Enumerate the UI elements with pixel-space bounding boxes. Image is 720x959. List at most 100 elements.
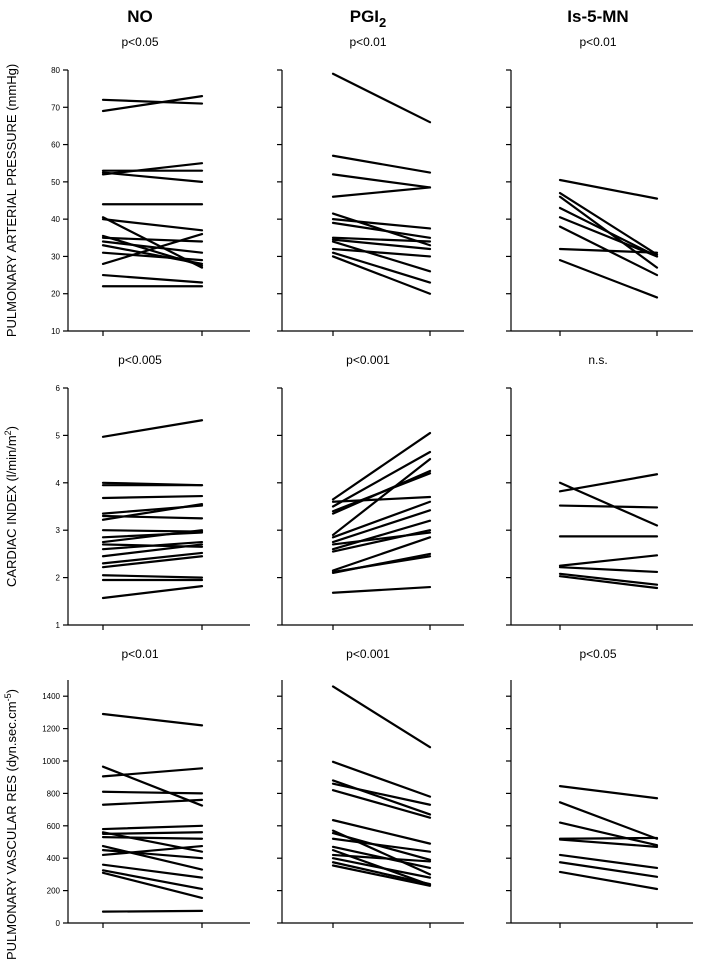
subject-line xyxy=(331,831,432,861)
subject-line xyxy=(331,72,432,124)
subject-line xyxy=(331,238,432,251)
row-label: PULMONARY ARTERIAL PRESSURE (mmHg) xyxy=(4,64,19,337)
y-tick-label: 600 xyxy=(47,822,61,831)
subject-line xyxy=(331,864,432,887)
subject-line xyxy=(331,837,432,853)
subject-line xyxy=(558,481,659,527)
subject-line xyxy=(101,831,204,836)
subject-line xyxy=(331,782,432,806)
subject-line xyxy=(101,574,204,579)
y-tick-label: 40 xyxy=(51,215,60,224)
subject-line xyxy=(331,760,432,798)
subject-line xyxy=(101,585,204,600)
subject-line xyxy=(558,566,659,574)
subject-line xyxy=(331,857,432,879)
y-tick-label: 2 xyxy=(56,574,61,583)
subject-line xyxy=(558,259,659,299)
subject-line xyxy=(331,536,432,572)
subject-line xyxy=(101,712,204,727)
subject-line xyxy=(101,824,204,831)
subject-line xyxy=(331,247,432,258)
subject-line xyxy=(558,554,659,567)
subject-line xyxy=(101,529,204,544)
subject-line xyxy=(331,240,432,273)
subject-line xyxy=(101,869,204,891)
subject-line xyxy=(558,572,659,586)
p-value-label: p<0.01 xyxy=(349,35,386,49)
y-tick-label: 1000 xyxy=(42,757,60,766)
subject-line xyxy=(331,500,432,539)
subject-line xyxy=(101,555,204,569)
subject-line xyxy=(101,790,204,795)
panel-1-2: n.s. xyxy=(506,353,693,630)
subject-line xyxy=(101,531,204,539)
y-tick-label: 1 xyxy=(56,621,61,630)
panel-2-1: p<0.001 xyxy=(277,647,464,928)
subject-line xyxy=(101,232,204,265)
subject-line xyxy=(331,529,432,553)
subject-line xyxy=(101,844,204,857)
subject-line xyxy=(331,458,432,537)
subject-line xyxy=(101,251,204,262)
subject-line xyxy=(558,801,659,840)
subject-line xyxy=(558,838,659,848)
y-tick-label: 800 xyxy=(47,789,61,798)
subject-line xyxy=(101,494,204,500)
p-value-label: p<0.001 xyxy=(346,353,390,367)
subject-line xyxy=(558,504,659,509)
subject-line xyxy=(101,240,204,254)
subject-line xyxy=(101,419,204,438)
subject-line xyxy=(101,503,204,521)
subject-line xyxy=(331,221,432,239)
subject-line xyxy=(101,171,204,183)
subject-line xyxy=(101,844,204,871)
y-tick-label: 4 xyxy=(56,479,61,488)
subject-line xyxy=(558,473,659,493)
row-label: CARDIAC INDEX (l/min/m2) xyxy=(3,426,19,587)
p-value-label: p<0.01 xyxy=(579,35,616,49)
subject-line xyxy=(558,821,659,847)
subject-line xyxy=(331,450,432,508)
y-tick-label: 1400 xyxy=(42,692,60,701)
subject-line xyxy=(558,206,659,258)
p-value-label: n.s. xyxy=(588,353,607,367)
y-tick-label: 1200 xyxy=(42,725,60,734)
p-value-label: p<0.05 xyxy=(121,35,158,49)
subject-line xyxy=(331,255,432,295)
subject-line xyxy=(558,861,659,878)
subject-line xyxy=(331,218,432,230)
subject-line xyxy=(331,469,432,515)
subject-line xyxy=(331,154,432,174)
column-title: NO xyxy=(127,7,153,26)
subject-line xyxy=(101,909,204,913)
subject-line xyxy=(101,765,204,807)
subject-line xyxy=(101,863,204,879)
subject-line xyxy=(101,836,204,840)
y-tick-label: 400 xyxy=(47,854,61,863)
y-tick-label: 5 xyxy=(56,431,61,440)
subject-line xyxy=(101,871,204,899)
subject-line xyxy=(101,218,204,232)
p-value-label: p<0.001 xyxy=(346,647,390,661)
subject-line xyxy=(101,236,204,243)
y-tick-label: 3 xyxy=(56,526,61,535)
svg-text:PULMONARY ARTERIAL PRESSURE (m: PULMONARY ARTERIAL PRESSURE (mmHg) xyxy=(4,64,19,337)
subject-line xyxy=(331,685,432,749)
subject-line xyxy=(331,509,432,544)
panel-1-0: p<0.005 1 2 3 4 5 6 xyxy=(56,353,250,630)
subject-line xyxy=(331,861,432,886)
subject-line xyxy=(331,552,432,574)
subject-line xyxy=(331,519,432,551)
subject-line xyxy=(101,162,204,176)
subject-line xyxy=(101,273,204,284)
y-tick-label: 60 xyxy=(51,141,60,150)
subject-line xyxy=(558,247,659,254)
y-tick-label: 200 xyxy=(47,887,61,896)
subject-line xyxy=(331,495,432,503)
subject-line xyxy=(101,551,204,565)
p-value-label: p<0.005 xyxy=(118,353,162,367)
subject-line xyxy=(331,819,432,845)
subject-line xyxy=(101,244,204,265)
y-tick-label: 20 xyxy=(51,290,60,299)
y-tick-label: 50 xyxy=(51,178,60,187)
